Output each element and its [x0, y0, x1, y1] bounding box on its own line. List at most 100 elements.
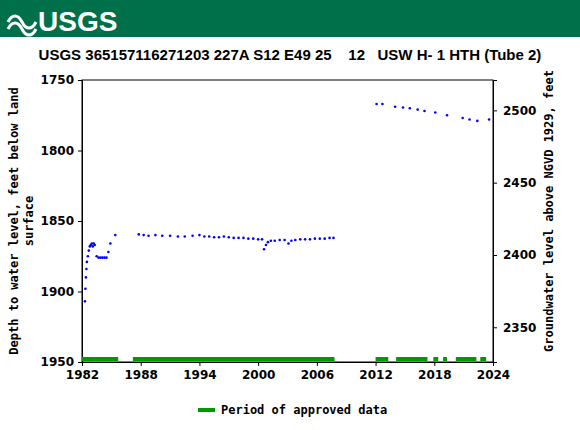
y2-tick: 2350	[493, 321, 536, 335]
x-tick-label: 1988	[125, 368, 158, 382]
y2-tick-label: 2350	[503, 321, 536, 335]
data-point	[273, 239, 276, 242]
data-point	[105, 256, 108, 259]
data-point	[114, 234, 117, 237]
data-point	[85, 276, 88, 279]
x-tick: 2012	[359, 362, 392, 382]
x-tick-label: 1982	[66, 368, 99, 382]
y2-tick-label: 2400	[503, 248, 536, 262]
y-tick-label: 1800	[41, 144, 74, 158]
y2-axis: 2350 2400 2450 2500	[493, 81, 536, 363]
data-point	[252, 237, 255, 240]
data-point	[85, 268, 88, 271]
data-point	[198, 234, 201, 237]
legend-swatch	[198, 408, 215, 412]
data-point	[86, 261, 89, 264]
x-tick: 2000	[242, 362, 275, 382]
data-point	[314, 237, 317, 240]
x-tick: 1994	[183, 362, 216, 382]
logo-wave	[8, 16, 36, 35]
data-point	[446, 114, 449, 117]
data-point	[257, 238, 260, 241]
y-tick-label: 1900	[41, 285, 74, 299]
data-point	[232, 237, 235, 240]
data-point	[93, 244, 96, 247]
data-point	[434, 111, 437, 114]
x-tick-label: 2024	[477, 368, 510, 382]
approved-period	[480, 357, 486, 361]
y-tick-mark	[78, 151, 82, 152]
data-point	[242, 237, 245, 240]
data-point	[237, 237, 240, 240]
x-tick-label: 2018	[418, 368, 451, 382]
data-point	[375, 103, 378, 106]
y2-tick: 2450	[493, 176, 536, 190]
data-point	[223, 235, 226, 238]
data-point	[332, 237, 335, 240]
data-point	[169, 235, 172, 238]
y-axis: 1750 1800 1850 1900 1950	[41, 73, 83, 369]
data-point	[227, 236, 230, 239]
y-tick: 1950	[41, 355, 82, 369]
data-point	[402, 106, 405, 109]
approved-period	[456, 357, 477, 361]
y2-tick-mark	[493, 255, 497, 256]
data-point	[203, 235, 206, 238]
x-tick-mark	[376, 362, 377, 366]
data-point	[218, 236, 221, 239]
y-tick-mark	[78, 292, 82, 293]
data-point	[328, 237, 331, 240]
data-point	[147, 235, 150, 238]
header-band	[0, 0, 580, 37]
data-point	[154, 234, 157, 237]
data-point	[294, 239, 297, 242]
data-point	[323, 237, 326, 240]
data-point	[265, 244, 268, 247]
data-point	[394, 105, 397, 108]
data-point	[461, 117, 464, 120]
approved-period	[133, 357, 335, 361]
data-point	[137, 233, 140, 236]
data-point	[88, 249, 91, 252]
data-point	[299, 238, 302, 241]
y2-tick-mark	[493, 327, 497, 328]
data-point	[416, 108, 419, 111]
y-tick-mark	[78, 221, 82, 222]
data-point	[287, 242, 290, 245]
chart-container: USGSUSGS 365157116271203 227A S12 E49 25…	[0, 0, 580, 430]
x-tick-mark	[199, 362, 200, 366]
approved-period	[443, 357, 447, 361]
logo-text: USGS	[38, 6, 117, 37]
x-tick-label: 2000	[242, 368, 275, 382]
y-axis-title-line: Depth to water level, feet below land	[7, 87, 21, 354]
data-point	[423, 110, 426, 113]
data-point	[107, 251, 110, 254]
y2-tick-label: 2500	[503, 104, 536, 118]
x-axis-line	[83, 363, 494, 367]
approved-period	[82, 357, 118, 361]
data-point	[183, 235, 186, 238]
data-point	[142, 234, 145, 237]
x-tick-mark	[258, 362, 259, 366]
data-point	[109, 242, 112, 245]
data-point	[283, 239, 286, 242]
data-point	[270, 239, 273, 242]
data-point	[213, 236, 216, 239]
data-point	[488, 118, 491, 121]
y2-tick-label: 2450	[503, 176, 536, 190]
x-tick-mark	[434, 362, 435, 366]
approved-period	[396, 357, 427, 361]
data-point	[267, 241, 270, 244]
legend-label: Period of approved data	[221, 403, 387, 417]
y2-tick-mark	[493, 183, 497, 184]
y-tick: 1750	[41, 73, 82, 87]
data-point	[208, 235, 211, 238]
data-point	[261, 238, 264, 241]
x-tick-label: 2012	[359, 368, 392, 382]
chart-svg: USGSUSGS 365157116271203 227A S12 E49 25…	[0, 0, 580, 430]
approved-period	[376, 357, 389, 361]
data-point	[177, 235, 180, 238]
y-tick-label: 1850	[41, 214, 74, 228]
x-tick: 2024	[477, 362, 510, 382]
y2-axis-line	[494, 81, 498, 363]
